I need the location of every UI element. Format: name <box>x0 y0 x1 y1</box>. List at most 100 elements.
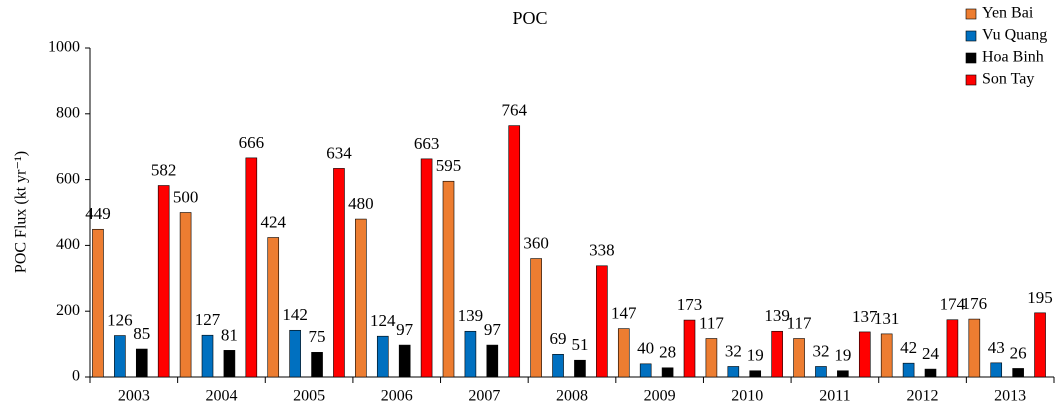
bar <box>837 370 849 378</box>
bar <box>398 344 411 378</box>
value-label: 51 <box>571 335 588 354</box>
x-tick-label: 2010 <box>731 388 763 405</box>
value-label: 424 <box>260 212 286 231</box>
bar <box>179 212 192 378</box>
bar <box>1034 312 1046 378</box>
bar <box>201 334 214 378</box>
bar <box>157 185 170 378</box>
bar <box>92 228 104 378</box>
value-label: 85 <box>133 324 150 343</box>
x-tick-label: 2003 <box>118 388 150 405</box>
bar <box>376 335 389 378</box>
value-label: 126 <box>107 310 133 329</box>
bar <box>442 180 455 378</box>
x-tick-label: 2005 <box>293 388 325 405</box>
value-label: 32 <box>725 341 742 360</box>
value-label: 42 <box>900 338 917 357</box>
x-tick-label: 2009 <box>644 388 676 405</box>
bar <box>552 353 564 378</box>
bar <box>135 348 148 378</box>
value-label: 137 <box>852 307 878 326</box>
value-label: 663 <box>414 134 440 153</box>
value-label: 195 <box>1027 288 1053 307</box>
legend-label: Vu Quang <box>982 27 1047 44</box>
bar <box>333 168 345 378</box>
bar <box>1012 368 1024 378</box>
value-label: 117 <box>699 313 724 332</box>
value-label: 176 <box>962 294 988 313</box>
value-label: 139 <box>458 306 484 325</box>
x-tick-label: 2006 <box>381 388 413 405</box>
bar <box>924 368 937 378</box>
bar <box>683 319 696 378</box>
y-tick-label: 1000 <box>48 39 80 56</box>
bar <box>880 333 893 378</box>
y-axis-label: POC Flux (kt yr⁻¹) <box>13 151 30 273</box>
bar <box>815 366 827 378</box>
bar <box>355 218 367 378</box>
legend-swatch <box>965 8 977 20</box>
bar <box>223 350 236 378</box>
bar <box>946 319 959 378</box>
bar <box>968 318 981 378</box>
x-tick-label: 2011 <box>819 388 850 405</box>
x-tick-label: 2008 <box>556 388 588 405</box>
value-label: 81 <box>221 325 238 344</box>
y-tick-label: 400 <box>56 236 80 253</box>
value-label: 127 <box>195 310 221 329</box>
value-label: 26 <box>1010 343 1027 362</box>
value-label: 19 <box>834 346 851 365</box>
value-label: 19 <box>747 346 764 365</box>
value-label: 174 <box>940 295 966 314</box>
value-label: 97 <box>396 320 414 339</box>
value-label: 764 <box>501 101 527 120</box>
bar <box>858 331 871 378</box>
value-label: 500 <box>173 187 199 206</box>
x-tick-label: 2012 <box>907 388 939 405</box>
value-label: 43 <box>988 338 1005 357</box>
value-label: 24 <box>922 344 940 363</box>
value-label: 582 <box>151 160 177 179</box>
y-tick-label: 600 <box>56 170 80 187</box>
bar <box>617 328 630 378</box>
bar <box>311 352 323 378</box>
value-label: 97 <box>484 320 502 339</box>
value-label: 131 <box>874 309 900 328</box>
value-label: 360 <box>523 233 549 252</box>
value-label: 142 <box>282 305 308 324</box>
y-tick-label: 800 <box>56 104 80 121</box>
value-label: 666 <box>239 133 265 152</box>
chart-title: POC <box>512 8 547 28</box>
bar <box>486 344 499 378</box>
value-label: 139 <box>764 306 790 325</box>
bar <box>727 366 740 378</box>
bar <box>420 158 433 378</box>
bar <box>596 265 608 378</box>
value-label: 69 <box>550 329 567 348</box>
bar <box>902 362 915 378</box>
bar <box>639 363 652 378</box>
value-label: 40 <box>637 339 654 358</box>
bar <box>114 335 126 378</box>
value-label: 117 <box>787 313 812 332</box>
x-tick-label: 2013 <box>994 388 1026 405</box>
bar <box>661 367 674 378</box>
legend-swatch <box>965 52 977 64</box>
value-label: 124 <box>370 311 396 330</box>
value-label: 173 <box>677 295 703 314</box>
value-label: 32 <box>812 341 829 360</box>
bar <box>705 338 718 378</box>
legend-swatch <box>965 74 977 86</box>
value-label: 449 <box>85 204 111 223</box>
bar <box>464 330 477 378</box>
bar <box>749 370 762 378</box>
bar <box>990 362 1003 378</box>
value-label: 28 <box>659 343 676 362</box>
x-tick-label: 2007 <box>468 388 500 405</box>
bar <box>289 329 301 378</box>
legend-label: Yen Bai <box>982 5 1034 22</box>
bar <box>530 258 542 378</box>
y-tick-label: 200 <box>56 302 80 319</box>
y-tick-label: 0 <box>72 368 80 385</box>
